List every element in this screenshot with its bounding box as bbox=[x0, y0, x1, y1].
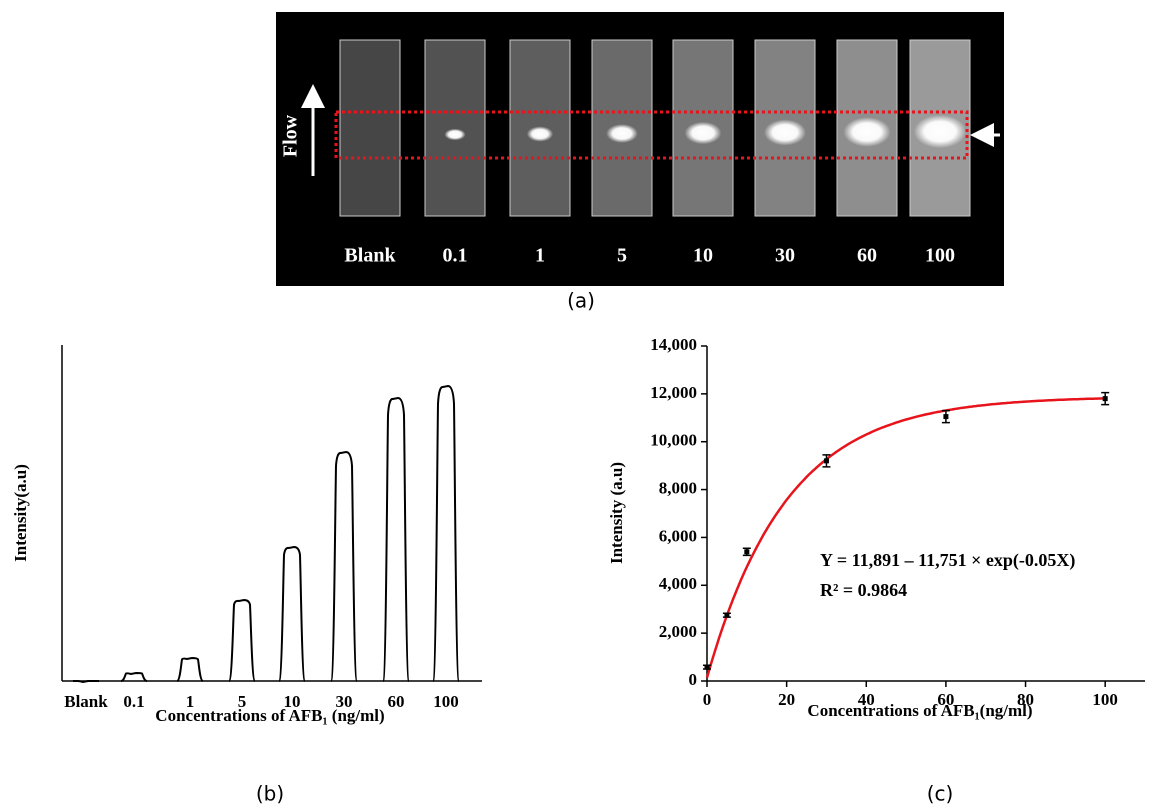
peak bbox=[228, 598, 256, 682]
x-tick-label: 30 bbox=[336, 692, 353, 711]
strip bbox=[424, 39, 486, 217]
point bbox=[704, 664, 710, 670]
y-tick-label: 8,000 bbox=[659, 478, 697, 497]
test-spot bbox=[913, 114, 967, 149]
x-tick-label: 10 bbox=[284, 692, 301, 711]
caption: (a) bbox=[567, 289, 595, 313]
point bbox=[1102, 396, 1108, 402]
x-tick-label: 0.1 bbox=[123, 692, 144, 711]
point bbox=[823, 458, 829, 464]
test-spot bbox=[606, 124, 638, 143]
t-line-label: T-line bbox=[1008, 110, 1030, 159]
strip-label: 60 bbox=[857, 245, 877, 267]
test-spot bbox=[444, 128, 466, 141]
strip-label: 0.1 bbox=[443, 245, 468, 267]
peak bbox=[278, 545, 306, 682]
strip-label: 10 bbox=[693, 245, 713, 267]
test-spot bbox=[764, 119, 806, 146]
point bbox=[943, 414, 949, 420]
x-tick-label: 60 bbox=[937, 690, 954, 709]
x-tick-label: 100 bbox=[433, 692, 459, 711]
caption: (b) bbox=[256, 782, 284, 806]
y-axis-label: Intensity(a.u) bbox=[11, 464, 30, 562]
t-line-box bbox=[334, 110, 969, 160]
strips bbox=[339, 39, 971, 217]
peak bbox=[382, 396, 410, 682]
point bbox=[744, 549, 750, 555]
peak bbox=[330, 450, 358, 682]
x-tick-label: 40 bbox=[858, 690, 875, 709]
y-tick-label: 10,000 bbox=[650, 431, 697, 450]
test-spot bbox=[843, 117, 891, 147]
y-tick-label: 14,000 bbox=[650, 335, 697, 354]
y-tick-label: 0 bbox=[689, 670, 698, 689]
x-axis-label: Concentrations of AFB₁(ng/ml) bbox=[807, 701, 1032, 720]
strip-label: 1 bbox=[535, 245, 545, 267]
x-tick-label: 1 bbox=[186, 692, 195, 711]
strip bbox=[339, 39, 401, 217]
test-spot bbox=[526, 126, 554, 142]
strip-label: 100 bbox=[925, 245, 955, 267]
x-tick-label: 80 bbox=[1017, 690, 1034, 709]
equation: Y = 11,891 – 11,751 × exp(-0.05X) bbox=[820, 550, 1075, 571]
peak bbox=[72, 679, 99, 684]
y-tick-label: 2,000 bbox=[659, 622, 697, 641]
x-tick-label: 100 bbox=[1092, 690, 1118, 709]
strip-label: 30 bbox=[775, 245, 795, 267]
strip-label: Blank bbox=[344, 245, 396, 267]
y-axis-label: Intensity (a.u) bbox=[607, 462, 626, 564]
y-tick-label: 6,000 bbox=[659, 526, 697, 545]
test-spot bbox=[684, 121, 722, 145]
x-tick-label: 20 bbox=[778, 690, 795, 709]
point bbox=[724, 612, 730, 618]
flow-label: Flow bbox=[280, 114, 302, 157]
r-squared: R² = 0.9864 bbox=[820, 580, 907, 600]
peak bbox=[176, 656, 204, 682]
peak bbox=[120, 671, 148, 682]
strip-label: 5 bbox=[617, 245, 627, 267]
y-tick-label: 12,000 bbox=[650, 383, 697, 402]
x-axis-label: Concentrations of AFB₁ (ng/ml) bbox=[155, 706, 384, 725]
y-tick-label: 4,000 bbox=[659, 574, 697, 593]
x-tick-label: 60 bbox=[388, 692, 405, 711]
peak bbox=[432, 384, 460, 682]
caption: (c) bbox=[927, 782, 954, 806]
x-tick-label: 0 bbox=[703, 690, 712, 709]
x-tick-label: 5 bbox=[238, 692, 247, 711]
x-tick-label: Blank bbox=[64, 692, 108, 711]
fit-curve bbox=[705, 397, 1106, 678]
